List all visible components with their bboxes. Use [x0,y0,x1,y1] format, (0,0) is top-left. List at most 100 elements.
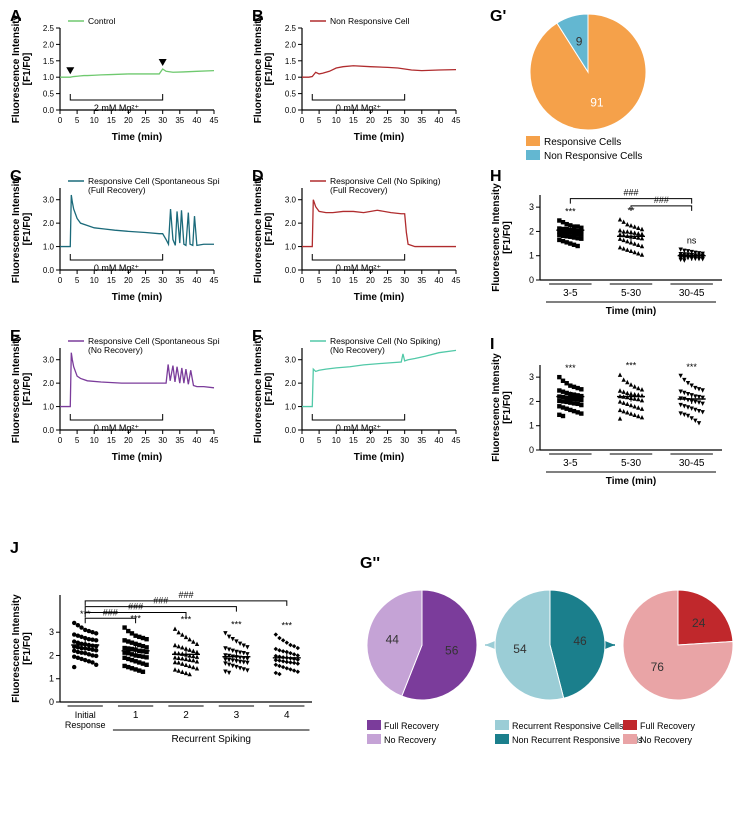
svg-text:0: 0 [529,275,534,285]
svg-text:25: 25 [141,276,150,285]
svg-text:2: 2 [529,396,534,406]
svg-text:15: 15 [349,276,358,285]
svg-text:15: 15 [349,116,358,125]
svg-text:Time (min): Time (min) [354,292,404,303]
svg-text:15: 15 [107,276,116,285]
svg-text:Time (min): Time (min) [354,452,404,463]
svg-text:2.5: 2.5 [43,24,55,33]
svg-text:Fluorescence Intensity[F1/F0]: Fluorescence Intensity[F1/F0] [491,353,513,462]
svg-text:5-30: 5-30 [621,288,641,299]
svg-text:25: 25 [383,116,392,125]
panel-label: B [252,8,264,26]
svg-text:Recurrent Responsive Cells: Recurrent Responsive Cells [512,721,624,731]
svg-text:9: 9 [576,34,583,48]
svg-text:Responsive Cell (Spontaneous S: Responsive Cell (Spontaneous Spiking)(No… [88,336,220,355]
svg-text:2: 2 [49,650,54,660]
svg-text:Responsive Cell (No Spiking)(N: Responsive Cell (No Spiking)(No Recovery… [330,336,441,355]
line-chart: 0510152025303540450.00.51.01.52.02.5Time… [252,10,462,145]
svg-text:3-5: 3-5 [563,288,578,299]
svg-text:Fluorescence Intensity[F1/F0]: Fluorescence Intensity[F1/F0] [491,183,513,292]
svg-text:5: 5 [317,116,322,125]
svg-text:***: *** [231,619,242,629]
svg-text:***: *** [565,207,576,217]
svg-text:0 mM Mg²⁺: 0 mM Mg²⁺ [94,263,140,273]
svg-text:46: 46 [573,634,587,648]
svg-text:Fluorescence Intensity[F1/F0]: Fluorescence Intensity[F1/F0] [11,334,33,443]
svg-text:30: 30 [400,436,409,445]
scatter-chart: 0123Fluorescence Intensity[F1/F0]*******… [10,540,320,750]
svg-text:2.5: 2.5 [285,24,297,33]
svg-text:0.0: 0.0 [43,106,55,115]
svg-text:Time (min): Time (min) [354,132,404,143]
line-chart: 0510152025303540450.01.02.03.0Time (min)… [252,330,462,465]
svg-text:Full Recovery: Full Recovery [640,721,696,731]
line-chart: 0510152025303540450.01.02.03.0Time (min)… [252,170,462,305]
svg-text:40: 40 [434,276,443,285]
svg-text:45: 45 [452,276,461,285]
svg-text:0: 0 [58,436,63,445]
svg-text:0.0: 0.0 [43,266,55,275]
svg-text:1.0: 1.0 [285,403,297,412]
panel-label: D [252,168,264,186]
svg-text:Non Responsive Cell: Non Responsive Cell [330,16,409,26]
panel-label: C [10,168,22,186]
svg-text:5: 5 [317,276,322,285]
svg-text:35: 35 [175,276,184,285]
svg-text:0 mM Mg²⁺: 0 mM Mg²⁺ [336,103,382,113]
panel-label: E [10,328,21,346]
svg-text:2.0: 2.0 [285,219,297,228]
svg-text:0: 0 [58,276,63,285]
svg-text:Fluorescence Intensity[F1/F0]: Fluorescence Intensity[F1/F0] [253,174,275,283]
svg-text:10: 10 [90,276,99,285]
svg-text:1.0: 1.0 [43,403,55,412]
svg-text:0: 0 [300,116,305,125]
svg-text:###: ### [178,590,193,600]
svg-text:0.0: 0.0 [43,426,55,435]
svg-text:2: 2 [529,226,534,236]
panel-label: F [252,328,262,346]
svg-text:No Recovery: No Recovery [384,735,437,745]
svg-text:30: 30 [400,116,409,125]
svg-text:15: 15 [107,116,116,125]
svg-text:***: *** [686,362,697,372]
svg-text:5-30: 5-30 [621,458,641,469]
svg-text:1.0: 1.0 [285,243,297,252]
svg-text:Responsive Cell (No Spiking)(F: Responsive Cell (No Spiking)(Full Recove… [330,176,441,195]
svg-text:10: 10 [332,436,341,445]
svg-text:Time (min): Time (min) [112,292,162,303]
svg-text:3: 3 [529,202,534,212]
svg-text:30: 30 [158,436,167,445]
panel-label: A [10,8,22,26]
svg-text:10: 10 [90,436,99,445]
svg-text:35: 35 [175,436,184,445]
svg-text:54: 54 [513,642,527,656]
panel-label: G' [490,8,506,26]
svg-text:56: 56 [445,644,459,658]
svg-text:20: 20 [366,436,375,445]
svg-text:45: 45 [452,436,461,445]
svg-text:35: 35 [417,116,426,125]
svg-text:20: 20 [124,436,133,445]
svg-text:Responsive Cell (Spontaneous S: Responsive Cell (Spontaneous Spiking)(Fu… [88,176,220,195]
svg-text:5: 5 [75,116,80,125]
svg-text:1: 1 [529,251,534,261]
svg-text:40: 40 [434,436,443,445]
svg-text:***: *** [565,363,576,373]
svg-text:0: 0 [300,276,305,285]
svg-text:1: 1 [49,674,54,684]
svg-text:0 mM Mg²⁺: 0 mM Mg²⁺ [336,423,382,433]
svg-text:1: 1 [133,710,139,721]
svg-text:Full Recovery: Full Recovery [384,721,440,731]
svg-text:2 mM Mg²⁺: 2 mM Mg²⁺ [94,103,140,113]
svg-text:20: 20 [366,276,375,285]
svg-text:3.0: 3.0 [285,196,297,205]
svg-text:0 mM Mg²⁺: 0 mM Mg²⁺ [336,263,382,273]
svg-text:0: 0 [300,436,305,445]
svg-text:35: 35 [417,276,426,285]
svg-text:3: 3 [529,372,534,382]
svg-text:5: 5 [75,436,80,445]
svg-text:Fluorescence Intensity[F1/F0]: Fluorescence Intensity[F1/F0] [11,174,33,283]
svg-text:ns: ns [687,236,697,246]
svg-text:Time (min): Time (min) [112,132,162,143]
svg-text:InitialResponse: InitialResponse [65,710,106,730]
